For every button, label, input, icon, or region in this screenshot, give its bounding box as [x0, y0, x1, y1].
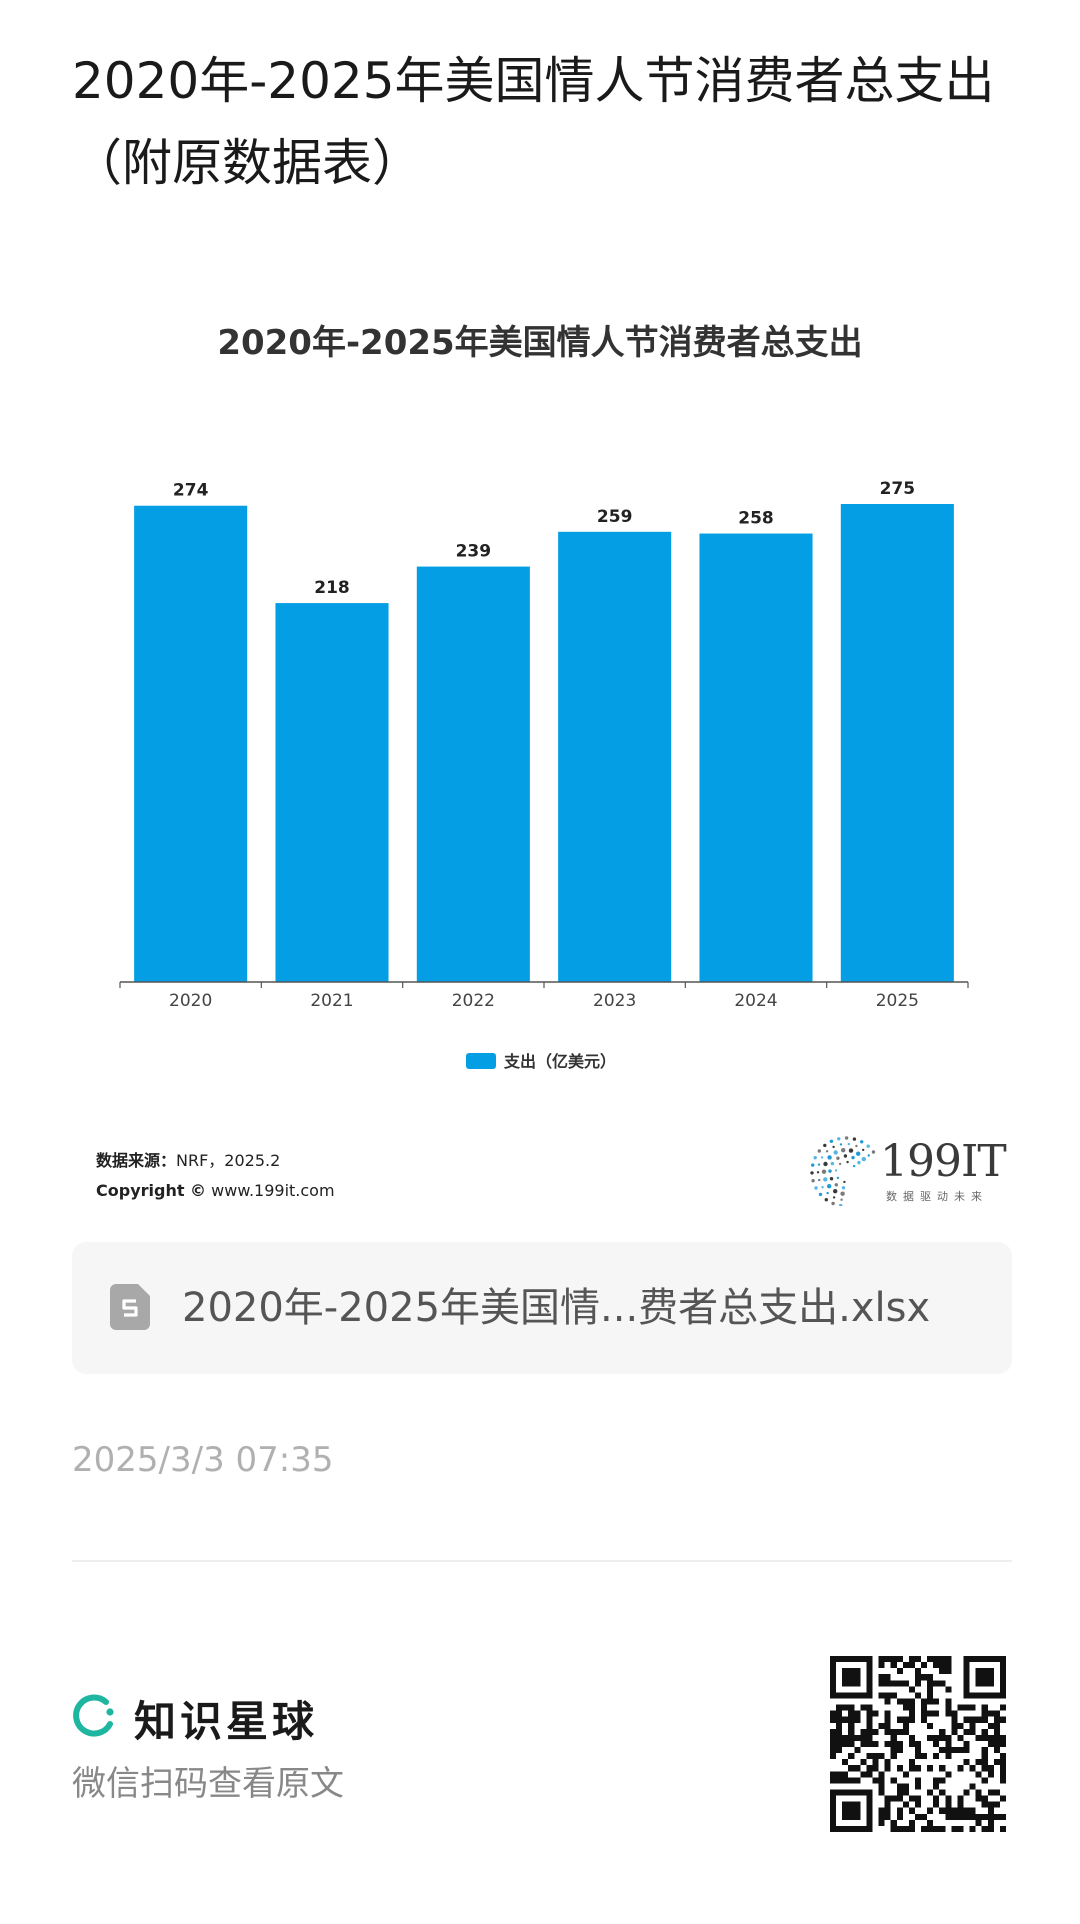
planet-ring-icon — [73, 1694, 114, 1737]
logo-tagline: 数据驱动未来 — [886, 1190, 988, 1203]
logo-199it: 199IT 数据驱动未来 — [808, 1136, 1008, 1208]
qr-code[interactable] — [830, 1656, 1006, 1832]
post-timestamp: 2025/3/3 07:35 — [72, 1440, 334, 1480]
bar-2024 — [699, 533, 813, 982]
x-tick-label-2020: 2020 — [169, 991, 212, 1011]
x-tick-label-2025: 2025 — [876, 991, 919, 1011]
x-tick-label-2021: 2021 — [310, 991, 353, 1011]
copyright-line: Copyright © www.199it.com — [96, 1176, 335, 1206]
bar-value-label-2023: 259 — [597, 507, 633, 527]
attachment-file-card[interactable]: 2020年-2025年美国情...费者总支出.xlsx — [72, 1242, 1012, 1374]
x-tick-label-2024: 2024 — [734, 991, 777, 1011]
chart-card: 2020年-2025年美国情人节消费者总支出 274 218 239 259 258 27… — [72, 296, 1008, 1216]
data-source-label: 数据来源： — [96, 1151, 177, 1170]
bar-2025 — [840, 504, 954, 982]
attachment-file-name[interactable]: 2020年-2025年美国情...费者总支出.xlsx — [182, 1285, 931, 1331]
bar-value-label-2021: 218 — [314, 578, 350, 598]
bar-2021 — [275, 603, 389, 982]
bar-value-label-2024: 258 — [738, 509, 774, 529]
x-tick-labels-group: 2020 2021 2022 2023 2024 2025 — [169, 991, 919, 1011]
chart-legend: 支出（亿美元） — [466, 1052, 616, 1071]
brand-name: 知识星球 — [134, 1697, 319, 1746]
bar-2023 — [558, 531, 672, 982]
chart-title: 2020年-2025年美国情人节消费者总支出 — [217, 323, 862, 363]
x-tick-label-2022: 2022 — [452, 991, 495, 1011]
legend-swatch — [466, 1053, 496, 1069]
bar-value-label-2022: 239 — [456, 542, 492, 562]
dots-fan-icon — [810, 1136, 876, 1206]
legend-label: 支出（亿美元） — [503, 1052, 616, 1071]
bar-value-label-2025: 275 — [880, 479, 916, 499]
copyright-label: Copyright © — [96, 1181, 207, 1200]
scan-prompt: 微信扫码查看原文 — [72, 1764, 344, 1804]
data-source-value: NRF，2025.2 — [176, 1151, 281, 1170]
logo-name: 199IT — [880, 1136, 1007, 1187]
copyright-value: www.199it.com — [211, 1181, 335, 1200]
spreadsheet-file-icon — [110, 1284, 150, 1330]
source-block: 数据来源：NRF，2025.2 Copyright © www.199it.co… — [96, 1146, 335, 1206]
bars-group — [134, 504, 954, 982]
bar-value-label-2020: 274 — [173, 481, 209, 501]
page-title: 2020年-2025年美国情人节消费者总支出（附原数据表） — [72, 52, 995, 192]
bar-2022 — [416, 566, 530, 982]
bar-2020 — [134, 505, 248, 982]
divider — [72, 1560, 1012, 1562]
data-source-line: 数据来源：NRF，2025.2 — [96, 1146, 335, 1176]
x-tick-label-2023: 2023 — [593, 991, 636, 1011]
bar-labels-group: 274 218 239 259 258 275 — [173, 479, 915, 598]
x-axis — [119, 981, 969, 988]
